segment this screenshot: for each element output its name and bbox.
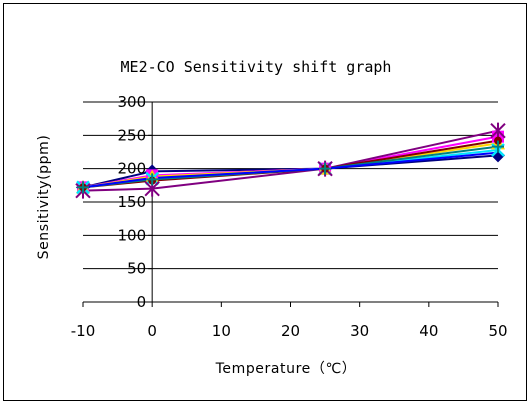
series-7-point [319,162,332,175]
x-tick-label: 30 [350,322,369,340]
x-tick-label: 50 [488,322,507,340]
chart-svg: ME2-CO Sensitivity shift graph 050100150… [36,58,508,377]
y-tick-label: 0 [137,293,147,311]
series-line-5 [82,129,499,192]
chart-title: ME2-CO Sensitivity shift graph [121,58,392,76]
series-7-point [492,140,504,153]
series-5-point [490,122,506,139]
y-tick-label: 250 [118,126,147,144]
x-tick-label: 20 [281,322,300,340]
y-tick-label: 200 [118,160,147,178]
y-tick-label: 100 [118,226,147,244]
chart-frame: ME2-CO Sensitivity shift graph 0 50 100 150… [3,3,527,401]
y-tick-label: 150 [118,193,147,211]
series-7-point [146,173,159,186]
series-7-point [77,181,89,194]
marker-layer [75,122,506,199]
series-line-1 [82,154,499,189]
x-tick-label: -10 [71,322,96,340]
x-tick-label: 40 [419,322,438,340]
y-tick-label: 300 [118,93,147,111]
x-tick-label: 0 [147,322,157,340]
series-layer [82,129,499,192]
x-tick-label: 10 [212,322,231,340]
y-axis-title: Sensitivity(ppm) [36,135,52,260]
series-line-8 [82,151,499,189]
label-layer: 0 50 100 150 200 250 300 -10 0 10 20 30 40 50 [71,93,508,340]
x-axis-title: Temperature（℃） [215,361,357,377]
y-tick-label: 50 [127,260,146,278]
